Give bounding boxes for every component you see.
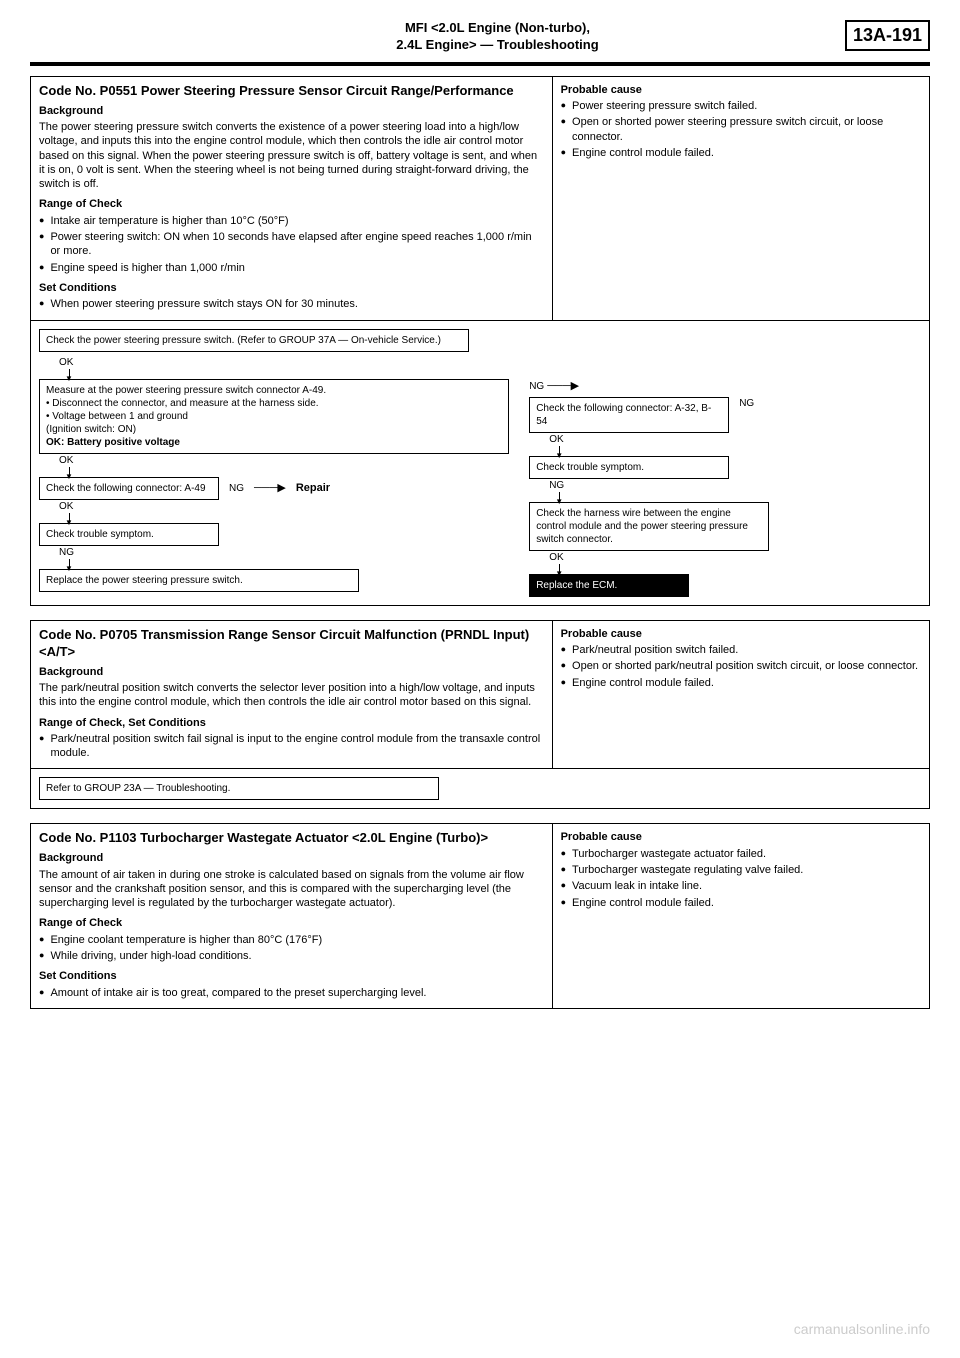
p0705-bg-head: Background bbox=[39, 665, 544, 679]
flow-ng-4: NG bbox=[549, 479, 921, 492]
page-header: MFI <2.0L Engine (Non-turbo), 2.4L Engin… bbox=[30, 20, 930, 54]
section-p1103: Code No. P1103 Turbocharger Wastegate Ac… bbox=[30, 823, 930, 1009]
p1103-right: Probable cause Turbocharger wastegate ac… bbox=[553, 824, 929, 1008]
flow-box-2-l1: Measure at the power steering pressure s… bbox=[46, 384, 502, 397]
flow-ng-2: NG bbox=[529, 381, 544, 392]
p0551-range-b2: Power steering switch: ON when 10 second… bbox=[39, 230, 544, 259]
p0551-probable-head: Probable cause bbox=[561, 83, 921, 97]
arrow-icon bbox=[69, 467, 509, 477]
p0705-probable-head: Probable cause bbox=[561, 627, 921, 641]
p0705-ref-box: Refer to GROUP 23A — Troubleshooting. bbox=[39, 777, 439, 800]
p1103-probable-head: Probable cause bbox=[561, 830, 921, 844]
page-number: 13A-191 bbox=[845, 20, 930, 51]
p0705-prob-b1: Park/neutral position switch failed. bbox=[561, 643, 921, 657]
p0551-title: Code No. P0551 Power Steering Pressure S… bbox=[39, 83, 544, 100]
flow-box-2-l2: • Disconnect the connector, and measure … bbox=[46, 397, 502, 410]
section-p0705: Code No. P0705 Transmission Range Sensor… bbox=[30, 620, 930, 810]
p1103-range-b1: Engine coolant temperature is higher tha… bbox=[39, 933, 544, 947]
p0705-prob-b3: Engine control module failed. bbox=[561, 676, 921, 690]
p0551-bg-head: Background bbox=[39, 104, 544, 118]
p1103-set-head: Set Conditions bbox=[39, 969, 544, 983]
p0551-bg-text: The power steering pressure switch conve… bbox=[39, 120, 544, 191]
flow-ok-2: OK bbox=[59, 454, 509, 467]
p0551-prob-b3: Engine control module failed. bbox=[561, 146, 921, 160]
p0551-prob-b2: Open or shorted power steering pressure … bbox=[561, 115, 921, 144]
flow-left-col: Measure at the power steering pressure s… bbox=[39, 379, 509, 597]
p0551-range-b3: Engine speed is higher than 1,000 r/min bbox=[39, 261, 544, 275]
p0551-set-head: Set Conditions bbox=[39, 281, 544, 295]
flow-repair: Repair bbox=[296, 481, 330, 495]
flow-right-col: NG ───▶ Check the following connector: A… bbox=[529, 379, 921, 597]
arrow-icon bbox=[559, 446, 921, 456]
header-rule bbox=[30, 62, 930, 66]
p1103-set-b1: Amount of intake air is too great, compa… bbox=[39, 986, 544, 1000]
p1103-prob-b1: Turbocharger wastegate actuator failed. bbox=[561, 847, 921, 861]
header-title-1: MFI <2.0L Engine (Non-turbo), bbox=[150, 20, 845, 37]
p0705-range-head: Range of Check, Set Conditions bbox=[39, 716, 544, 730]
header-title-2: 2.4L Engine> — Troubleshooting bbox=[150, 37, 845, 54]
flow-ok-1: OK bbox=[59, 356, 921, 369]
flow-ng-7: NG bbox=[229, 482, 244, 495]
flow-box-2-l3: • Voltage between 1 and ground bbox=[46, 410, 502, 423]
watermark: carmanualsonline.info bbox=[794, 1320, 930, 1338]
p0705-left: Code No. P0705 Transmission Range Sensor… bbox=[31, 621, 553, 769]
p1103-bg-text: The amount of air taken in during one st… bbox=[39, 868, 544, 911]
p1103-range-b2: While driving, under high-load condition… bbox=[39, 949, 544, 963]
p1103-title: Code No. P1103 Turbocharger Wastegate Ac… bbox=[39, 830, 544, 847]
p0551-flowchart: Check the power steering pressure switch… bbox=[31, 321, 929, 605]
p0551-set-b1: When power steering pressure switch stay… bbox=[39, 297, 544, 311]
p1103-prob-b2: Turbocharger wastegate regulating valve … bbox=[561, 863, 921, 877]
flow-box-3: Check the following connector: A-32, B-5… bbox=[529, 397, 729, 433]
arrow-icon bbox=[69, 513, 509, 523]
p1103-prob-b3: Vacuum leak in intake line. bbox=[561, 879, 921, 893]
p0705-range-b1: Park/neutral position switch fail signal… bbox=[39, 732, 544, 761]
p0705-title: Code No. P0705 Transmission Range Sensor… bbox=[39, 627, 544, 661]
p1103-left: Code No. P1103 Turbocharger Wastegate Ac… bbox=[31, 824, 553, 1008]
p0551-range-b1: Intake air temperature is higher than 10… bbox=[39, 214, 544, 228]
p0705-right: Probable cause Park/neutral position swi… bbox=[553, 621, 929, 769]
p0551-range-head: Range of Check bbox=[39, 197, 544, 211]
flow-ng-8: NG bbox=[59, 546, 509, 559]
flow-box-1: Check the power steering pressure switch… bbox=[39, 329, 469, 352]
p0551-prob-b1: Power steering pressure switch failed. bbox=[561, 99, 921, 113]
p0705-bg-text: The park/neutral position switch convert… bbox=[39, 681, 544, 710]
flow-box-2-l5: OK: Battery positive voltage bbox=[46, 436, 502, 449]
section-p0551: Code No. P0551 Power Steering Pressure S… bbox=[30, 76, 930, 606]
flow-ok-7: OK bbox=[59, 500, 509, 513]
flow-box-2: Measure at the power steering pressure s… bbox=[39, 379, 509, 454]
flow-box-9: Replace the power steering pressure swit… bbox=[39, 569, 359, 592]
arrow-icon bbox=[69, 369, 921, 379]
p0705-prob-b2: Open or shorted park/neutral position sw… bbox=[561, 659, 921, 673]
flow-ok-5: OK bbox=[549, 551, 921, 564]
arrow-icon bbox=[559, 564, 921, 574]
flow-ok-3: OK bbox=[549, 433, 921, 446]
arrow-icon bbox=[69, 559, 509, 569]
flow-box-6: Replace the ECM. bbox=[529, 574, 689, 597]
arrow-icon bbox=[559, 492, 921, 502]
flow-box-5: Check the harness wire between the engin… bbox=[529, 502, 769, 551]
flow-box-2-l4: (Ignition switch: ON) bbox=[46, 423, 502, 436]
header-center: MFI <2.0L Engine (Non-turbo), 2.4L Engin… bbox=[150, 20, 845, 54]
p1103-prob-b4: Engine control module failed. bbox=[561, 896, 921, 910]
p0551-right: Probable cause Power steering pressure s… bbox=[553, 77, 929, 320]
p1103-range-head: Range of Check bbox=[39, 916, 544, 930]
flow-ng-3: NG bbox=[739, 397, 754, 410]
p1103-bg-head: Background bbox=[39, 851, 544, 865]
p0551-left: Code No. P0551 Power Steering Pressure S… bbox=[31, 77, 553, 320]
